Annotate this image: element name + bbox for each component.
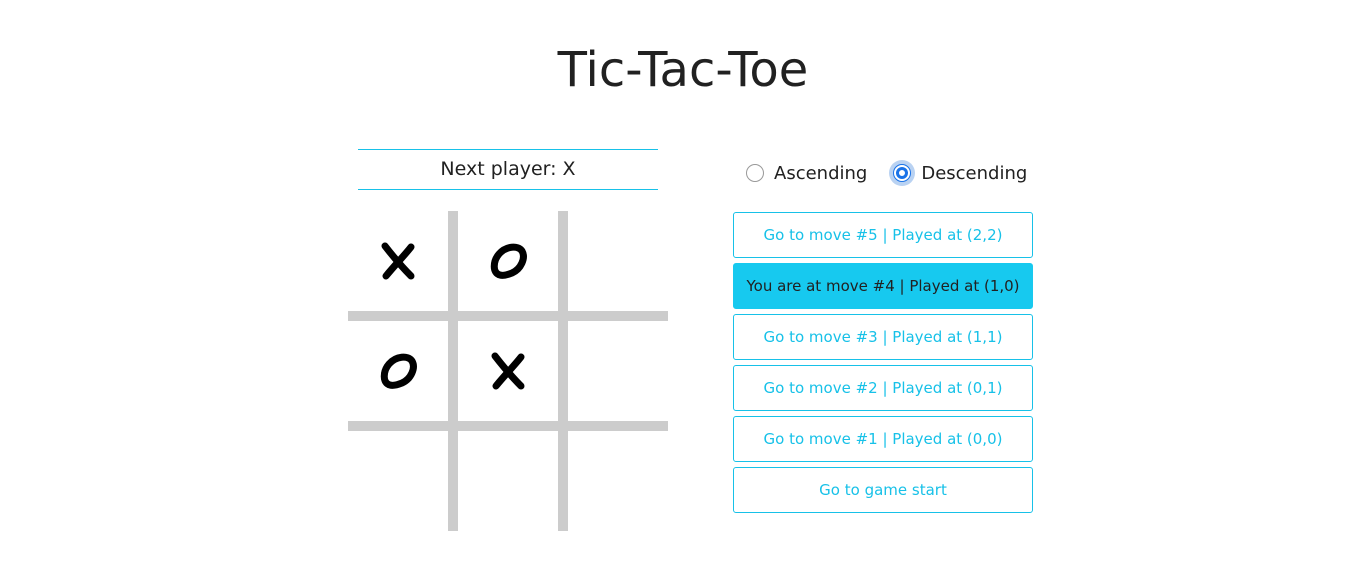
move-button[interactable]: You are at move #4 | Played at (1,0) xyxy=(733,263,1033,309)
grid-line xyxy=(558,211,568,531)
sort-order-toggle: Ascending Descending xyxy=(746,160,1027,186)
board-cell-0[interactable] xyxy=(348,211,448,311)
board-cell-4[interactable] xyxy=(458,321,558,421)
board-cell-5[interactable] xyxy=(568,321,668,421)
sort-ascending-radio[interactable] xyxy=(746,164,764,182)
game-start-button[interactable]: Go to game start xyxy=(733,467,1033,513)
grid-line xyxy=(348,421,668,431)
x-mark-icon xyxy=(381,242,415,280)
board-cell-1[interactable] xyxy=(458,211,558,311)
board-cell-8[interactable] xyxy=(568,431,668,531)
x-mark-icon xyxy=(491,352,525,390)
sort-descending-radio[interactable] xyxy=(893,164,912,182)
board-cell-3[interactable] xyxy=(348,321,448,421)
move-button[interactable]: Go to move #1 | Played at (0,0) xyxy=(733,416,1033,462)
board-cell-6[interactable] xyxy=(348,431,448,531)
move-button[interactable]: Go to move #5 | Played at (2,2) xyxy=(733,212,1033,258)
list-item: Go to move #3 | Played at (1,1) xyxy=(733,314,1033,360)
sort-ascending-label: Ascending xyxy=(774,162,868,184)
list-item: Go to move #5 | Played at (2,2) xyxy=(733,212,1033,258)
sort-descending-label: Descending xyxy=(921,162,1028,184)
list-item: Go to move #2 | Played at (0,1) xyxy=(733,365,1033,411)
list-item: Go to game start xyxy=(733,467,1033,513)
list-item: You are at move #4 | Played at (1,0) xyxy=(733,263,1033,309)
list-item: Go to move #1 | Played at (0,0) xyxy=(733,416,1033,462)
o-mark-icon xyxy=(380,353,417,389)
move-button[interactable]: Go to move #3 | Played at (1,1) xyxy=(733,314,1033,360)
o-mark-icon xyxy=(490,243,527,279)
move-history-list: Go to move #5 | Played at (2,2) You are … xyxy=(733,212,1033,518)
move-button[interactable]: Go to move #2 | Played at (0,1) xyxy=(733,365,1033,411)
sort-descending-option[interactable]: Descending xyxy=(893,163,1027,184)
board-cell-2[interactable] xyxy=(568,211,668,311)
game-status: Next player: X xyxy=(358,149,658,190)
board-cell-7[interactable] xyxy=(458,431,558,531)
page-title: Tic-Tac-Toe xyxy=(557,42,809,98)
grid-line xyxy=(448,211,458,531)
grid-line xyxy=(348,311,668,321)
sort-ascending-option[interactable]: Ascending xyxy=(746,163,867,184)
game-board xyxy=(348,211,668,531)
